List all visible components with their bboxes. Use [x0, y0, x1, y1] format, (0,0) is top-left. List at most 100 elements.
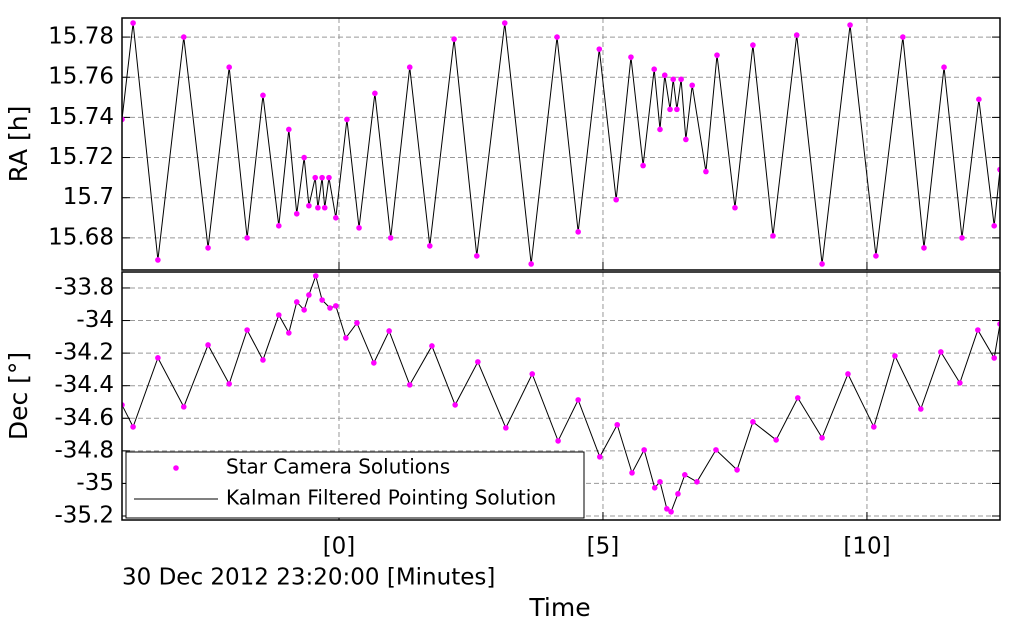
data-point	[667, 106, 673, 113]
data-point	[327, 305, 333, 311]
data-point	[657, 479, 663, 485]
data-point	[371, 360, 377, 366]
data-point	[326, 174, 332, 181]
data-point	[343, 335, 349, 341]
data-point	[664, 506, 670, 512]
data-point	[713, 447, 719, 453]
data-point	[286, 330, 292, 336]
data-point	[892, 353, 898, 359]
data-point	[873, 253, 879, 259]
data-point	[732, 204, 738, 211]
data-point	[155, 355, 161, 361]
data-point	[180, 404, 187, 410]
data-point	[260, 92, 266, 99]
data-point	[226, 381, 232, 387]
y-tick-label: -35	[76, 470, 114, 496]
data-point	[293, 299, 300, 305]
data-point	[670, 76, 676, 83]
data-point	[501, 20, 508, 26]
data-point	[689, 82, 695, 89]
data-point	[651, 66, 657, 73]
y-axis-label: Dec [°]	[4, 352, 33, 440]
data-point	[613, 196, 619, 203]
data-point	[938, 349, 944, 355]
data-point	[301, 307, 307, 313]
data-point	[976, 96, 982, 103]
y-tick-label: 15.68	[48, 224, 114, 250]
data-point	[675, 491, 681, 497]
legend-label: Star Camera Solutions	[226, 455, 450, 479]
data-point	[429, 343, 435, 349]
data-point	[975, 327, 981, 333]
data-point	[356, 225, 362, 231]
data-point	[386, 328, 392, 334]
data-point	[312, 273, 319, 279]
data-point	[406, 382, 413, 388]
data-point	[306, 292, 312, 298]
data-point	[596, 46, 603, 52]
data-point	[641, 447, 647, 453]
data-point	[473, 253, 480, 259]
plot-layer	[122, 20, 1000, 267]
y-tick-label: -34.8	[54, 437, 114, 463]
data-point	[344, 116, 350, 123]
data-point	[427, 243, 433, 249]
data-point	[130, 20, 136, 26]
data-point	[678, 76, 684, 83]
data-point	[452, 402, 458, 408]
data-point	[703, 168, 709, 175]
data-point	[674, 106, 680, 113]
data-point	[286, 126, 292, 133]
data-point	[575, 397, 581, 403]
data-point	[900, 34, 906, 40]
data-point	[244, 235, 250, 241]
x-offset-label: 30 Dec 2012 23:20:00 [Minutes]	[122, 565, 495, 591]
legend-box	[125, 451, 585, 519]
data-point	[555, 438, 561, 444]
data-point	[770, 233, 776, 239]
y-tick-label: 15.76	[48, 64, 114, 90]
data-point	[528, 261, 534, 267]
y-tick-label: 15.74	[48, 104, 114, 130]
data-point	[871, 424, 877, 430]
x-axis-label: Time	[528, 593, 590, 622]
y-tick-label: -34.4	[54, 372, 114, 398]
plot-frame	[121, 17, 1001, 271]
data-point	[205, 342, 211, 348]
data-point	[847, 22, 853, 28]
data-point	[503, 425, 509, 431]
data-point	[819, 261, 825, 267]
data-point	[614, 421, 621, 428]
y-tick-label: -33.8	[54, 274, 114, 300]
data-point	[529, 371, 536, 377]
data-point	[276, 223, 282, 229]
y-axis-label: RA [h]	[4, 106, 33, 183]
data-point	[991, 355, 997, 361]
y-tick-label: -34.2	[54, 340, 114, 366]
data-point	[694, 479, 700, 485]
data-point	[959, 235, 965, 241]
data-point	[819, 435, 825, 441]
data-point	[244, 327, 250, 333]
data-point	[321, 204, 328, 211]
data-point	[991, 223, 997, 229]
data-point	[205, 245, 211, 251]
data-point	[734, 467, 740, 473]
data-point	[333, 303, 339, 309]
data-point	[372, 90, 378, 97]
plot-layer	[122, 273, 1000, 515]
x-tick-label: [10]	[843, 534, 890, 560]
y-tick-label: -34.6	[54, 405, 114, 431]
y-tick-label: -35.2	[54, 503, 114, 529]
legend-marker	[173, 465, 179, 471]
data-point	[130, 424, 136, 430]
data-point	[575, 229, 581, 235]
data-point	[957, 380, 963, 386]
data-point	[354, 320, 360, 326]
data-point	[773, 437, 779, 443]
data-point	[657, 126, 663, 133]
data-point	[276, 312, 282, 318]
data-line	[122, 22, 1000, 265]
data-point	[319, 174, 325, 181]
